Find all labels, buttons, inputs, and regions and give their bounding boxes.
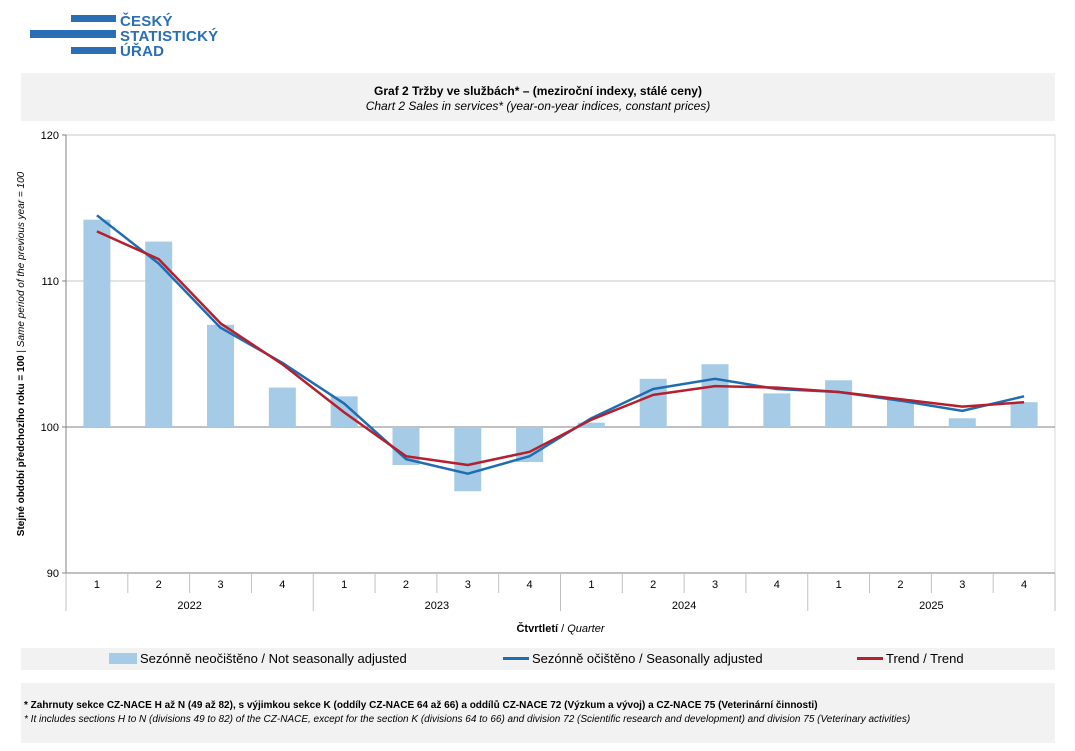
x-tick-label: 2: [156, 579, 162, 591]
y-axis-title-sep: |: [16, 347, 27, 355]
x-tick-label: 1: [588, 579, 594, 591]
x-year-label: 2025: [919, 600, 943, 612]
legend-label-trend: Trend / Trend: [886, 651, 964, 666]
y-tick-label: 90: [47, 568, 59, 580]
x-tick-label: 2: [403, 579, 409, 591]
x-tick-label: 2: [650, 579, 656, 591]
y-tick-label: 100: [41, 422, 59, 434]
x-tick-label: 4: [1021, 579, 1027, 591]
bar: [577, 422, 605, 427]
chart-subtitle: Chart 2 Sales in services* (year-on-year…: [365, 99, 711, 113]
logo-text: ČESKÝ STATISTICKÝ ÚŘAD: [120, 14, 218, 59]
logo-line-1: ČESKÝ: [120, 13, 173, 30]
legend-label-not-adjusted: Sezónně neočištěno / Not seasonally adju…: [140, 651, 407, 666]
csu-logo: ČESKÝ STATISTICKÝ ÚŘAD: [30, 14, 230, 62]
y-tick-label: 110: [41, 276, 59, 288]
footnote-box: * Zahrnuty sekce CZ-NACE H až N (49 až 8…: [21, 683, 1055, 743]
legend-swatch-line-blue: [503, 657, 529, 660]
legend-item-trend: Trend / Trend: [857, 651, 964, 666]
legend-item-seasonally-adjusted: Sezónně očištěno / Seasonally adjusted: [503, 651, 763, 666]
logo-line-2: STATISTICKÝ: [120, 28, 219, 45]
logo-stripe: [71, 15, 116, 22]
x-tick-label: 1: [836, 579, 842, 591]
x-tick-label: 1: [341, 579, 347, 591]
bar: [454, 427, 482, 492]
legend-swatch-bar: [109, 653, 137, 664]
logo-stripe: [30, 30, 116, 38]
x-tick-label: 3: [217, 579, 223, 591]
bar: [1010, 402, 1038, 427]
bar: [886, 399, 914, 427]
y-axis-title-cz: Stejné období předchozího roku = 100: [16, 355, 27, 536]
x-tick-label: 3: [465, 579, 471, 591]
y-tick-label: 120: [41, 130, 59, 142]
bar: [948, 418, 976, 427]
chart-title-box: Graf 2 Tržby ve službách* – (meziroční i…: [21, 73, 1055, 121]
bar: [83, 219, 111, 427]
x-axis-title: Čtvrtletí / Quarter: [516, 622, 605, 635]
x-tick-label: 2: [897, 579, 903, 591]
logo-line-3: ÚŘAD: [120, 43, 165, 60]
x-tick-label: 3: [712, 579, 718, 591]
bar: [701, 364, 729, 427]
footnote-en: * It includes sections H to N (divisions…: [24, 714, 911, 725]
bar: [639, 378, 667, 427]
legend-item-not-adjusted: Sezónně neočištěno / Not seasonally adju…: [109, 651, 407, 666]
x-tick-label: 4: [774, 579, 780, 591]
chart-title: Graf 2 Tržby ve službách* – (meziroční i…: [374, 84, 702, 98]
x-tick-label: 1: [94, 579, 100, 591]
x-tick-label: 3: [959, 579, 965, 591]
x-tick-label: 4: [279, 579, 285, 591]
y-axis-title: Stejné období předchozího roku = 100 | S…: [16, 171, 27, 536]
legend-label-seasonally-adjusted: Sezónně očištěno / Seasonally adjusted: [532, 651, 763, 666]
x-year-label: 2022: [177, 600, 201, 612]
footnote-cz: * Zahrnuty sekce CZ-NACE H až N (49 až 8…: [24, 700, 818, 711]
bar: [207, 324, 235, 427]
bar: [763, 393, 791, 427]
x-year-label: 2024: [672, 600, 696, 612]
y-axis-title-en: Same period of the previous year = 100: [16, 171, 27, 347]
logo-stripe: [71, 47, 116, 54]
legend: Sezónně neočištěno / Not seasonally adju…: [21, 648, 1055, 670]
x-axis-title-en: Quarter: [567, 623, 606, 635]
bar: [268, 387, 296, 427]
x-tick-label: 4: [527, 579, 533, 591]
x-axis-title-sep: /: [558, 623, 567, 635]
legend-swatch-line-red: [857, 657, 883, 660]
x-year-label: 2023: [425, 600, 449, 612]
line-trend: [96, 230, 1025, 467]
bar: [825, 380, 853, 427]
x-axis-title-cz: Čtvrtletí: [516, 622, 559, 635]
